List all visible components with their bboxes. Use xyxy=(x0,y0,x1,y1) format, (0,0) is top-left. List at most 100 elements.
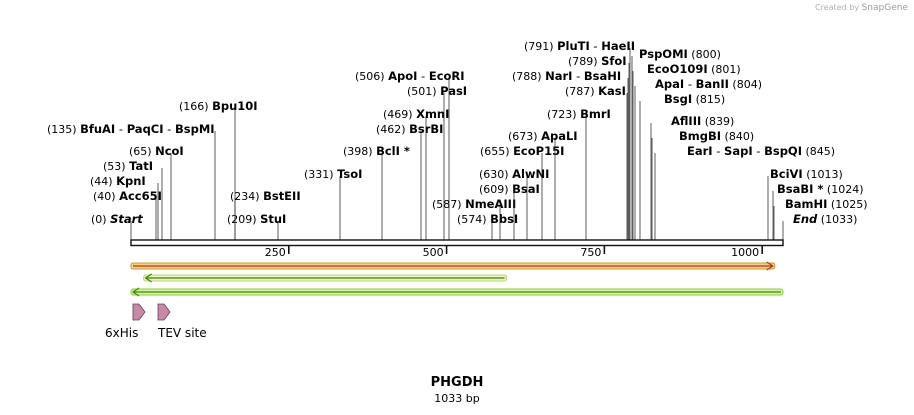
cut-position: (1013) xyxy=(803,168,843,181)
snapgene-credit: Created by SnapGene xyxy=(815,3,908,13)
cut-position: (789) xyxy=(568,55,601,68)
cut-position: (673) xyxy=(508,130,541,143)
ruler-tick: 750 xyxy=(580,245,606,259)
enzyme-name: PaqCI xyxy=(127,122,164,136)
enzyme-site: (788) NarI - BsaHI xyxy=(512,69,629,240)
enzyme-label: (609) BsaI xyxy=(479,182,540,196)
enzyme-name: AlwNI xyxy=(512,167,549,181)
cut-position: (1033) xyxy=(817,213,857,226)
enzyme-name: Acc65I xyxy=(119,189,162,203)
enzyme-name: End xyxy=(793,212,818,226)
enzyme-label: (469) XmnI xyxy=(383,107,449,121)
enzyme-site: (609) BsaI xyxy=(479,182,540,240)
enzyme-label: (501) PasI xyxy=(407,84,467,98)
enzyme-name: SapI xyxy=(724,144,753,158)
enzyme-label: (506) ApoI - EcoRI xyxy=(355,69,465,83)
enzyme-site: (630) AlwNI xyxy=(479,167,549,240)
cut-position: (65) xyxy=(129,145,155,158)
feature-bar xyxy=(130,261,776,271)
enzyme-label: (44) KpnI xyxy=(90,174,146,188)
cut-position: (462) xyxy=(376,123,409,136)
enzyme-label: End (1033) xyxy=(793,212,857,226)
enzyme-site: (209) StuI xyxy=(227,212,286,240)
enzyme-label: (40) Acc65I xyxy=(93,189,162,203)
enzyme-name: BmgBI xyxy=(679,129,721,143)
enzyme-name: BspQI xyxy=(764,144,802,158)
feature-bar xyxy=(130,287,784,297)
enzyme-name: Bpu10I xyxy=(212,99,257,113)
tag-feature: 6xHis xyxy=(105,303,146,340)
enzyme-site: EarI - SapI - BspQI (845) xyxy=(654,144,835,240)
enzyme-name: ApoI xyxy=(388,69,417,83)
cut-position: (839) xyxy=(701,115,734,128)
enzyme-site: (506) ApoI - EcoRI xyxy=(355,69,465,240)
enzyme-name: BciVI xyxy=(770,167,803,181)
enzyme-site: (587) NmeAIII xyxy=(432,197,516,240)
enzyme-name: BstEII xyxy=(263,189,301,203)
enzyme-label: (630) AlwNI xyxy=(479,167,549,181)
enzyme-label: EarI - SapI - BspQI (845) xyxy=(687,144,835,158)
enzyme-site: (574) BbsI xyxy=(457,212,518,240)
enzyme-site: (40) Acc65I xyxy=(93,189,162,240)
enzyme-label: EcoO109I (801) xyxy=(647,62,741,76)
cut-position: (40) xyxy=(93,190,119,203)
enzyme-name: BsaBI * xyxy=(777,182,823,196)
cut-position: (630) xyxy=(479,168,512,181)
enzyme-label: (166) Bpu10I xyxy=(179,99,258,113)
enzyme-label: BsgI (815) xyxy=(664,92,725,106)
enzyme-site: EcoO109I (801) xyxy=(632,62,741,240)
enzyme-name: BmrI xyxy=(580,107,611,121)
enzyme-label: (655) EcoP15I xyxy=(480,144,564,158)
cut-position: (804) xyxy=(729,78,762,91)
cut-position: (788) xyxy=(512,70,545,83)
cut-position: (574) xyxy=(457,213,490,226)
enzyme-label: (673) ApaLI xyxy=(508,129,578,143)
tick-label: 750 xyxy=(580,246,601,259)
enzyme-site: (234) BstEII xyxy=(230,189,301,240)
enzyme-label: ApaI - BanII (804) xyxy=(655,77,762,91)
enzyme-label: (574) BbsI xyxy=(457,212,518,226)
sequence-backbone xyxy=(130,239,784,247)
cut-position: (840) xyxy=(721,130,754,143)
enzyme-site: (791) PluTI - HaeII xyxy=(524,39,635,240)
tick-label: 500 xyxy=(423,246,444,259)
enzyme-site: (462) BsrBI xyxy=(376,122,443,240)
enzyme-label: BamHI (1025) xyxy=(785,197,868,211)
cut-position: (44) xyxy=(90,175,116,188)
enzyme-name: NmeAIII xyxy=(465,197,516,211)
enzyme-label: (234) BstEII xyxy=(230,189,301,203)
cut-position: (1025) xyxy=(827,198,867,211)
enzyme-site: BciVI (1013) xyxy=(767,167,843,240)
enzyme-name: BbsI xyxy=(490,212,518,226)
cut-position: (1024) xyxy=(823,183,863,196)
enzyme-site: BsgI (815) xyxy=(639,92,725,240)
enzyme-labels: (0) Start(40) Acc65I(44) KpnI(53) TatI(6… xyxy=(47,39,868,240)
cut-position: (845) xyxy=(802,145,835,158)
name-separator: - xyxy=(684,77,695,91)
enzyme-name: BsaHI xyxy=(584,69,621,83)
enzyme-label: (788) NarI - BsaHI xyxy=(512,69,621,83)
enzyme-label: (791) PluTI - HaeII xyxy=(524,39,635,53)
ruler-tick: 250 xyxy=(265,245,290,259)
tag-arrow xyxy=(157,303,171,321)
snapgene-logo: SnapGene xyxy=(861,3,908,13)
enzyme-site: BamHI (1025) xyxy=(773,197,868,240)
cut-position: (587) xyxy=(432,198,465,211)
enzyme-label: BciVI (1013) xyxy=(770,167,843,181)
ruler-tick: 1000 xyxy=(731,245,763,259)
enzyme-label: (53) TatI xyxy=(103,159,153,173)
enzyme-site: BsaBI * (1024) xyxy=(772,182,864,240)
enzyme-name: NcoI xyxy=(155,144,184,158)
credit-prefix: Created by xyxy=(815,3,860,12)
cut-position: (801) xyxy=(708,63,741,76)
name-separator: - xyxy=(753,144,764,158)
tick-label: 1000 xyxy=(731,246,759,259)
enzyme-name: BclI * xyxy=(376,144,410,158)
cut-position: (398) xyxy=(343,145,376,158)
enzyme-name: StuI xyxy=(260,212,286,226)
name-separator: - xyxy=(417,69,428,83)
enzyme-name: SfoI xyxy=(601,54,626,68)
name-separator: - xyxy=(572,69,583,83)
enzyme-label: (65) NcoI xyxy=(129,144,184,158)
